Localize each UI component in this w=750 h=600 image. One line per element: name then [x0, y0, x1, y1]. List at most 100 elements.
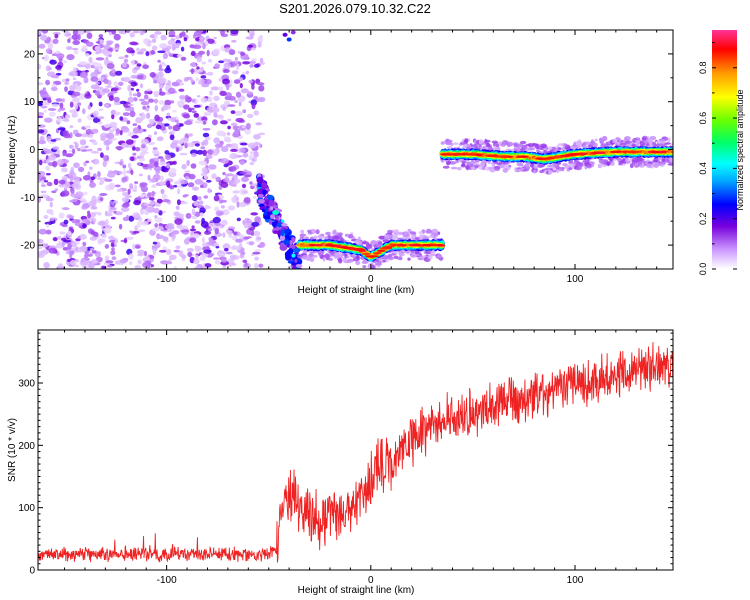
noise-blob — [168, 125, 173, 130]
noise-blob — [154, 223, 158, 228]
noise-blob — [82, 241, 87, 247]
noise-blob — [161, 166, 165, 172]
noise-blob — [175, 147, 180, 153]
noise-blob — [126, 120, 131, 125]
noise-blob — [187, 182, 195, 188]
upper-line-halo — [667, 163, 673, 166]
upper-line-halo — [482, 166, 486, 171]
noise-blob — [247, 44, 254, 48]
noise-blob — [200, 75, 207, 79]
upper-line-halo — [598, 160, 604, 164]
lower-line-peak — [379, 247, 393, 250]
noise-blob — [61, 78, 67, 83]
noise-blob — [98, 34, 104, 38]
noise-blob — [206, 179, 212, 183]
lower-line-peak — [327, 244, 334, 247]
noise-blob — [223, 177, 230, 184]
noise-blob — [157, 59, 161, 63]
lower-line-halo — [402, 231, 409, 237]
noise-blob — [111, 247, 115, 252]
noise-blob — [41, 30, 49, 34]
noise-blob — [145, 107, 150, 112]
noise-blob — [62, 151, 67, 157]
noise-blob — [213, 36, 217, 40]
noise-blob — [67, 259, 71, 262]
upper-line-halo — [453, 142, 459, 145]
noise-blob — [143, 94, 149, 100]
noise-blob — [153, 161, 159, 168]
noise-blob — [95, 252, 101, 258]
lower-line-halo — [355, 260, 361, 266]
noise-blob — [218, 86, 224, 92]
upper-line-halo — [468, 164, 475, 167]
noise-blob — [164, 67, 172, 74]
noise-blob — [199, 212, 204, 217]
noise-blob — [97, 147, 102, 151]
noise-blob — [230, 30, 239, 35]
noise-blob — [148, 197, 155, 201]
noise-blob — [190, 163, 197, 169]
noise-blob — [173, 211, 180, 217]
lower-line-halo — [425, 230, 433, 234]
noise-blob — [132, 123, 138, 126]
upper-line-halo — [460, 141, 466, 145]
upper-line-halo — [486, 142, 490, 148]
upper-line-halo — [532, 143, 539, 147]
upper-line-halo — [606, 161, 611, 167]
noise-blob — [225, 251, 233, 255]
noise-blob — [233, 79, 241, 84]
noise-blob — [61, 98, 65, 103]
upper-line-halo — [639, 164, 645, 168]
noise-blob — [104, 255, 110, 261]
noise-blob — [182, 113, 191, 119]
noise-blob — [257, 97, 264, 101]
noise-blob — [131, 59, 135, 66]
noise-blob — [258, 263, 264, 268]
lower-line-peak — [421, 244, 431, 247]
noise-blob — [223, 62, 231, 70]
upper-line-halo — [555, 164, 560, 170]
noise-blob — [181, 229, 189, 233]
upper-line-halo — [562, 163, 568, 167]
noise-blob — [207, 228, 213, 232]
upper-line-halo — [631, 143, 636, 148]
upper-line-halo — [533, 169, 537, 174]
noise-blob — [223, 68, 230, 73]
noise-blob — [68, 215, 75, 219]
noise-blob — [125, 214, 129, 221]
noise-blob — [136, 221, 142, 228]
noise-blob — [160, 188, 165, 195]
lower-line-halo — [333, 235, 340, 240]
noise-blob — [230, 110, 236, 114]
noise-blob — [117, 81, 124, 87]
noise-blob — [77, 102, 82, 106]
noise-blob — [72, 47, 79, 51]
noise-blob — [77, 235, 81, 239]
noise-blob — [72, 91, 81, 97]
noise-blob — [212, 216, 221, 224]
noise-blob — [142, 261, 151, 268]
noise-blob — [75, 241, 80, 245]
noise-blob — [227, 263, 232, 267]
upper-line-halo — [474, 165, 479, 169]
noise-blob — [202, 42, 206, 50]
noise-blob — [253, 63, 260, 68]
noise-blob — [41, 179, 45, 186]
noise-blob — [219, 90, 227, 96]
noise-blob — [137, 253, 144, 257]
noise-blob — [77, 30, 86, 35]
noise-blob — [108, 208, 113, 214]
noise-blob — [196, 66, 200, 70]
lower-line-halo — [313, 254, 318, 258]
upper-line-halo — [612, 138, 618, 144]
noise-blob — [222, 106, 227, 112]
noise-blob — [208, 222, 216, 228]
noise-blob — [152, 207, 160, 214]
upper-line-halo — [583, 144, 587, 148]
noise-blob — [180, 123, 184, 127]
noise-blob — [162, 210, 167, 214]
noise-blob — [86, 41, 94, 47]
noise-blob — [73, 50, 79, 55]
upper-line-halo — [625, 140, 632, 144]
upper-line-halo — [457, 167, 462, 171]
